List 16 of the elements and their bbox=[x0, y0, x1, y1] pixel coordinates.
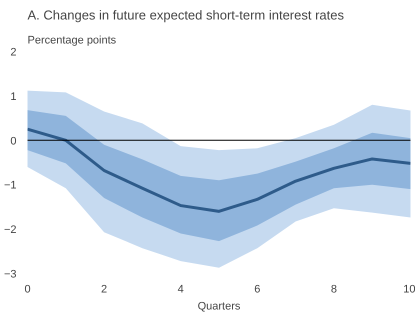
x-tick-label: 0 bbox=[24, 284, 31, 296]
y-tick-label: 2 bbox=[10, 46, 17, 58]
y-tick-label: −3 bbox=[4, 268, 17, 280]
x-tick-label: 6 bbox=[254, 284, 260, 296]
y-axis-title: Percentage points bbox=[28, 34, 117, 46]
x-tick-label: 2 bbox=[101, 284, 108, 296]
line-series bbox=[28, 128, 410, 213]
x-tick-label: 8 bbox=[330, 284, 337, 296]
y-tick-label: 1 bbox=[10, 90, 17, 103]
chart-title: A. Changes in future expected short-term interest rates bbox=[28, 8, 344, 22]
x-tick-label: 10 bbox=[403, 284, 416, 296]
y-tick-label: −2 bbox=[4, 224, 17, 236]
x-tick-label: 4 bbox=[178, 284, 184, 296]
y-tick-label: 0 bbox=[10, 135, 17, 148]
y-tick-label: −1 bbox=[4, 180, 17, 192]
x-axis-title: Quarters bbox=[198, 300, 241, 312]
